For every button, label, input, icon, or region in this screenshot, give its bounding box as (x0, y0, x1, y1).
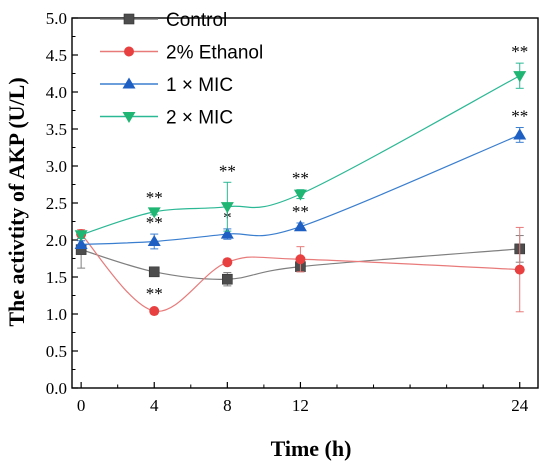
y-tick-label: 4.5 (46, 46, 67, 65)
data-point (149, 306, 160, 317)
y-tick-label: 1.0 (46, 305, 67, 324)
x-tick-label: 24 (511, 396, 529, 415)
series-triangle-down: ** ** ** ** (74, 42, 528, 242)
y-tick-label: 0.0 (46, 379, 67, 398)
y-tick-label: 0.5 (46, 342, 67, 361)
series-layer: **** * ******** **** (74, 42, 528, 317)
data-point (295, 254, 306, 265)
data-point (222, 257, 233, 268)
y-tick-label: 5.0 (46, 9, 67, 28)
significance-label: ** (219, 161, 236, 180)
significance-label: ** (146, 213, 163, 232)
data-point (513, 71, 527, 83)
legend-marker (122, 77, 136, 89)
series-line (80, 75, 521, 236)
legend-label: 1 × MIC (166, 75, 233, 96)
x-axis-ticks: 0 4 8 12 24 (77, 382, 529, 415)
y-tick-label: 2.0 (46, 231, 67, 250)
significance-label: ** (292, 202, 309, 221)
data-point (220, 227, 234, 239)
significance-label: ** (511, 42, 528, 61)
series-triangle-up: ** * **** (74, 107, 528, 250)
y-tick-label: 3.5 (46, 120, 67, 139)
legend-item: 2% Ethanol (100, 43, 263, 64)
series-circle: ** (76, 226, 525, 317)
data-point (148, 266, 160, 278)
data-point (514, 264, 525, 275)
legend-marker (124, 46, 134, 57)
legend-item: 2 × MIC (100, 108, 233, 129)
legend-marker (123, 13, 135, 25)
legend-marker (122, 111, 136, 123)
significance-label: ** (146, 284, 163, 303)
y-axis-ticks: 0.0 0.5 1.0 1.5 2.0 2.5 3.0 3.5 4.0 4.5 5.0 (46, 9, 78, 398)
significance-label: ** (146, 188, 163, 207)
series-line (80, 248, 520, 280)
y-tick-label: 4.0 (46, 83, 67, 102)
y-tick-label: 1.5 (46, 268, 67, 287)
legend: Control 2% Ethanol 1 × MIC 2 × MIC (100, 10, 263, 129)
legend-item: 1 × MIC (100, 75, 233, 96)
data-point (74, 230, 88, 242)
data-point (513, 128, 527, 140)
y-axis-title: The activtity of AKP (U/L) (4, 77, 29, 326)
x-tick-label: 0 (77, 396, 86, 415)
x-tick-label: 8 (223, 396, 232, 415)
legend-label: 2% Ethanol (166, 43, 263, 64)
x-tick-label: 12 (292, 396, 309, 415)
y-tick-label: 2.5 (46, 194, 67, 213)
legend-label: Control (166, 10, 227, 31)
y-tick-label: 3.0 (46, 157, 67, 176)
data-point (222, 273, 233, 285)
data-point (147, 207, 161, 219)
legend-item: Control (100, 10, 227, 31)
data-point (293, 220, 307, 232)
legend-label: 2 × MIC (166, 108, 233, 129)
x-axis-title: Time (h) (271, 436, 352, 461)
data-point (74, 237, 88, 249)
significance-label: ** (511, 107, 528, 126)
significance-label: ** (292, 169, 309, 188)
data-point (220, 202, 234, 214)
x-tick-label: 4 (150, 396, 159, 415)
data-point (147, 234, 161, 247)
data-point (293, 189, 307, 201)
series-line (81, 134, 520, 246)
